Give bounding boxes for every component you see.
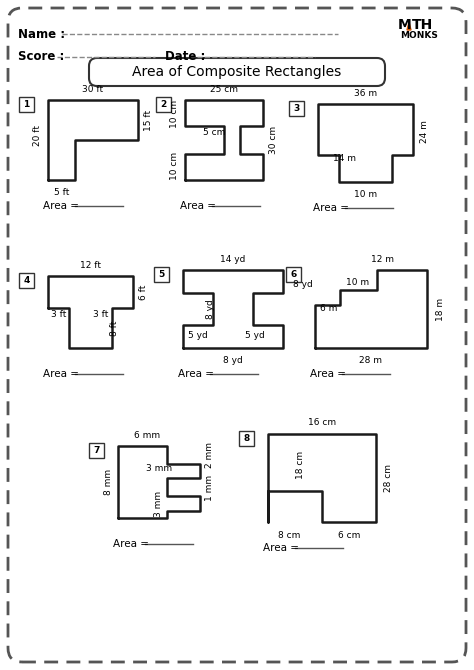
FancyBboxPatch shape <box>19 273 34 288</box>
Text: 3: 3 <box>293 104 300 113</box>
Text: 4: 4 <box>23 276 30 285</box>
Text: 16 cm: 16 cm <box>308 418 336 427</box>
Text: 8 mm: 8 mm <box>104 469 113 495</box>
Text: 6 mm: 6 mm <box>134 431 160 440</box>
Text: 6 cm: 6 cm <box>338 531 360 540</box>
Text: 10 cm: 10 cm <box>170 100 179 128</box>
Text: 3 mm: 3 mm <box>146 464 172 472</box>
Text: 18 cm: 18 cm <box>296 451 305 479</box>
Text: 10 m: 10 m <box>346 278 369 287</box>
Text: MONKS: MONKS <box>400 31 438 40</box>
Text: 30 ft: 30 ft <box>82 84 103 94</box>
Text: Area =: Area = <box>310 369 349 379</box>
Text: 14 m: 14 m <box>333 154 356 163</box>
Text: 5 yd: 5 yd <box>245 331 265 340</box>
FancyBboxPatch shape <box>154 267 169 282</box>
Text: 10 cm: 10 cm <box>170 152 179 180</box>
Text: 3 ft: 3 ft <box>93 310 109 319</box>
Text: 8 yd: 8 yd <box>293 279 313 289</box>
Text: 6 m: 6 m <box>320 304 337 312</box>
Text: 5 cm: 5 cm <box>203 128 226 137</box>
Text: Area of Composite Rectangles: Area of Composite Rectangles <box>132 65 342 79</box>
Text: 14 yd: 14 yd <box>220 255 246 264</box>
Text: 28 cm: 28 cm <box>384 464 393 492</box>
Text: 7: 7 <box>93 446 100 455</box>
Text: 8 yd: 8 yd <box>223 356 243 364</box>
Text: 8 ft: 8 ft <box>110 321 119 336</box>
Text: Area =: Area = <box>313 203 352 213</box>
Text: M: M <box>398 18 412 32</box>
Text: 12 m: 12 m <box>371 255 394 264</box>
FancyBboxPatch shape <box>286 267 301 282</box>
Text: TH: TH <box>412 18 433 32</box>
Text: 10 m: 10 m <box>354 190 377 199</box>
Text: Area =: Area = <box>180 201 219 211</box>
Text: 2: 2 <box>160 100 167 109</box>
Text: Area =: Area = <box>43 201 82 211</box>
Text: 5 yd: 5 yd <box>188 331 208 340</box>
FancyBboxPatch shape <box>156 97 171 112</box>
Text: Date :: Date : <box>165 50 205 64</box>
FancyBboxPatch shape <box>289 101 304 116</box>
FancyBboxPatch shape <box>89 443 104 458</box>
Text: 24 m: 24 m <box>420 120 429 143</box>
Text: Area =: Area = <box>113 539 152 549</box>
Text: Area =: Area = <box>263 543 302 553</box>
Text: 8 yd: 8 yd <box>207 299 216 319</box>
Text: 5: 5 <box>158 270 164 279</box>
Text: 12 ft: 12 ft <box>80 261 101 270</box>
Text: 3 mm: 3 mm <box>155 490 164 517</box>
Text: 20 ft: 20 ft <box>33 125 42 147</box>
Text: 28 m: 28 m <box>359 356 383 364</box>
Text: 1: 1 <box>23 100 29 109</box>
Text: 15 ft: 15 ft <box>144 109 153 131</box>
Text: 8 cm: 8 cm <box>278 531 301 540</box>
Text: 6 ft: 6 ft <box>139 284 148 299</box>
FancyBboxPatch shape <box>19 97 34 112</box>
Text: 3 ft: 3 ft <box>51 310 66 319</box>
Text: 18 m: 18 m <box>436 297 445 320</box>
Text: Area =: Area = <box>43 369 82 379</box>
FancyBboxPatch shape <box>8 8 466 662</box>
FancyBboxPatch shape <box>89 58 385 86</box>
Text: 2 mm: 2 mm <box>205 442 214 468</box>
Text: 25 cm: 25 cm <box>210 84 238 94</box>
Text: 36 m: 36 m <box>354 88 377 98</box>
Text: Name :: Name : <box>18 27 65 40</box>
Text: 1 mm: 1 mm <box>205 475 214 500</box>
Text: 8: 8 <box>243 434 250 443</box>
Text: Score :: Score : <box>18 50 64 64</box>
Text: 6: 6 <box>291 270 297 279</box>
Text: Area =: Area = <box>178 369 217 379</box>
Polygon shape <box>407 22 411 30</box>
Text: 5 ft: 5 ft <box>54 188 69 197</box>
FancyBboxPatch shape <box>239 431 254 446</box>
Text: 30 cm: 30 cm <box>269 126 278 154</box>
